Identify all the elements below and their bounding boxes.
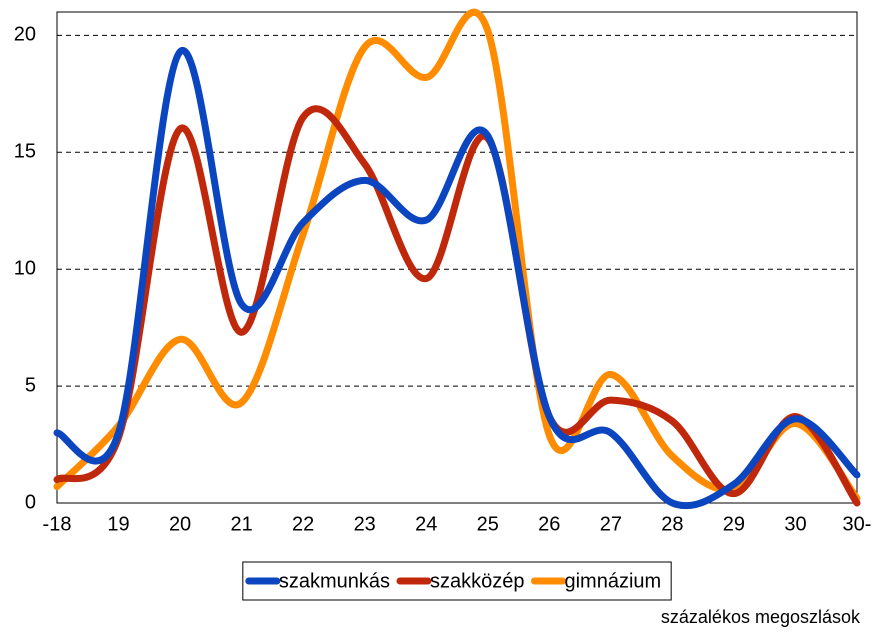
x-tick-label: 22 [292, 513, 314, 535]
x-tick-label: 27 [600, 513, 622, 535]
series-line [53, 8, 861, 502]
note: százalékos megoszlások [661, 607, 861, 627]
y-tick-label: 0 [25, 491, 36, 513]
x-tick-label: 20 [169, 513, 191, 535]
legend-label: szakmunkás [279, 570, 390, 592]
y-tick-label: 15 [14, 141, 36, 163]
legend-label: szakközép [430, 570, 525, 592]
x-tick-label: 21 [230, 513, 252, 535]
plot-area [56, 11, 858, 504]
y-tick-label: 10 [14, 257, 36, 279]
legend: szakmunkás szakközép gimnázium [242, 561, 672, 601]
x-tick-label: 25 [477, 513, 499, 535]
x-tick-label: 23 [354, 513, 376, 535]
legend-box [242, 561, 672, 601]
x-tick-label: 28 [661, 513, 683, 535]
series-line [53, 105, 861, 507]
x-tick-label: -18 [43, 513, 72, 535]
x-tick-label: 26 [538, 513, 560, 535]
x-tick-label: 29 [723, 513, 745, 535]
x-tick-label: 30 [784, 513, 806, 535]
series-line [53, 47, 861, 510]
y-tick-label: 20 [14, 24, 36, 46]
x-tick-label: 24 [415, 513, 437, 535]
x-tick-label: 19 [107, 513, 129, 535]
legend-label: gimnázium [564, 570, 661, 592]
y-tick-label: 5 [25, 374, 36, 396]
x-tick-label: 30- [843, 513, 872, 535]
